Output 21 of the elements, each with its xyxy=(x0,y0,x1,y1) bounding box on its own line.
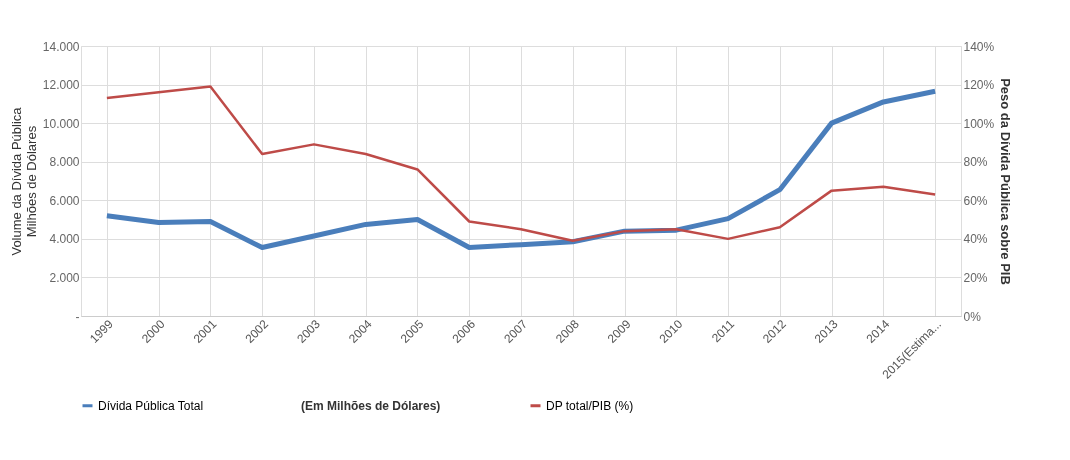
y2-tick-label: 120% xyxy=(963,78,995,93)
y-axis-title: Volume da Dívida Pública Milhões de Dólares xyxy=(8,106,39,256)
text: (Em Milhões de Dólares) xyxy=(301,399,441,413)
legend-label: DP total/PIB (%) xyxy=(546,398,634,413)
y-tick-label: 2.000 xyxy=(49,270,80,285)
y-tick-label: 14.000 xyxy=(42,39,80,54)
y2-tick-label: 100% xyxy=(963,116,995,131)
y-tick-label: 10.000 xyxy=(42,116,80,131)
legend-label: Dívida Pública Total xyxy=(98,398,204,413)
y-tick-label: 8.000 xyxy=(49,155,80,170)
y2-tick-label: 40% xyxy=(963,232,988,247)
y-tick-label: - xyxy=(75,309,80,324)
y-tick-label: 4.000 xyxy=(49,232,80,247)
y2-tick-label: 60% xyxy=(963,193,988,208)
y2-tick-label: 20% xyxy=(963,270,988,285)
y2-axis-title: Peso da Dívida Pública sobre PIB xyxy=(998,78,1014,285)
y2-tick-label: 0% xyxy=(963,309,982,324)
y-tick-label: 12.000 xyxy=(42,78,80,93)
y2-tick-label: 80% xyxy=(963,155,988,170)
y-tick-label: 6.000 xyxy=(49,193,80,208)
y2-tick-label: 140% xyxy=(963,39,995,54)
